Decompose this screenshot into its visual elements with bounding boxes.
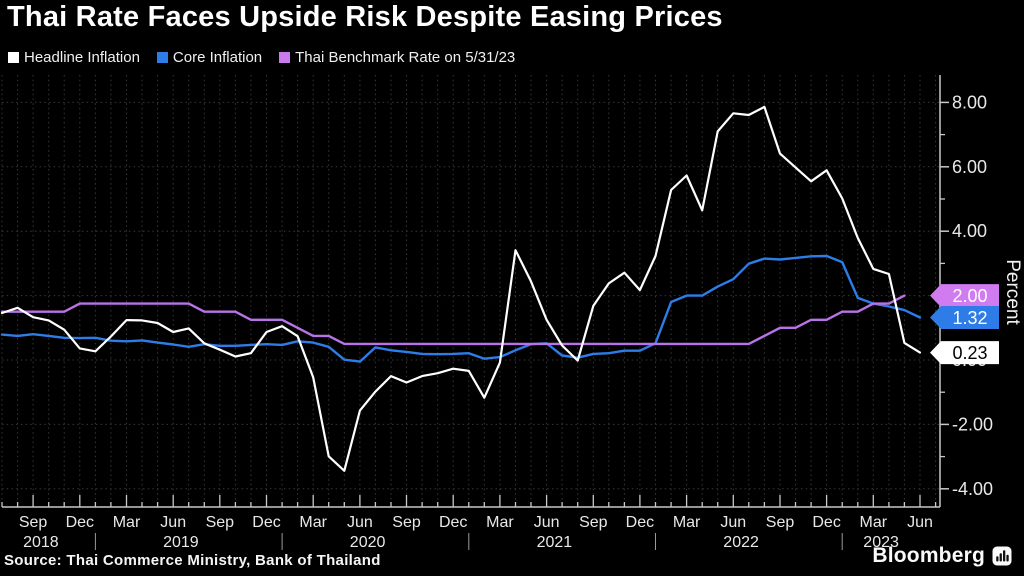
svg-text:Jun: Jun bbox=[347, 514, 373, 531]
svg-text:Dec: Dec bbox=[439, 514, 467, 531]
bloomberg-wordmark: Bloomberg bbox=[872, 544, 985, 567]
svg-text:Jun: Jun bbox=[160, 514, 186, 531]
svg-text:2019: 2019 bbox=[163, 534, 199, 551]
svg-text:Dec: Dec bbox=[252, 514, 280, 531]
svg-text:Jun: Jun bbox=[534, 514, 560, 531]
svg-text:Mar: Mar bbox=[113, 514, 141, 531]
svg-text:Mar: Mar bbox=[486, 514, 514, 531]
svg-text:Dec: Dec bbox=[626, 514, 654, 531]
svg-text:8.00: 8.00 bbox=[952, 92, 987, 112]
chart-legend: Headline Inflation Core Inflation Thai B… bbox=[8, 49, 515, 66]
svg-text:Sep: Sep bbox=[19, 514, 48, 531]
bloomberg-logo: Bloomberg bbox=[872, 544, 1012, 568]
svg-text:Sep: Sep bbox=[579, 514, 608, 531]
legend-item-headline-inflation: Headline Inflation bbox=[8, 49, 140, 66]
svg-text:Dec: Dec bbox=[66, 514, 94, 531]
legend-label: Core Inflation bbox=[172, 49, 263, 66]
bloomberg-terminal-icon bbox=[992, 546, 1012, 566]
svg-text:Dec: Dec bbox=[812, 514, 840, 531]
svg-text:2018: 2018 bbox=[23, 534, 59, 551]
page-title: Thai Rate Faces Upside Risk Despite Easi… bbox=[7, 1, 723, 33]
svg-text:2021: 2021 bbox=[537, 534, 573, 551]
legend-label: Headline Inflation bbox=[24, 49, 140, 66]
svg-text:Jun: Jun bbox=[907, 514, 933, 531]
svg-text:-4.00: -4.00 bbox=[952, 479, 993, 499]
legend-swatch-white-icon bbox=[8, 52, 19, 63]
source-note: Source: Thai Commerce Ministry, Bank of … bbox=[4, 552, 381, 569]
legend-item-core-inflation: Core Inflation bbox=[156, 49, 263, 66]
svg-text:2020: 2020 bbox=[350, 534, 386, 551]
svg-text:Mar: Mar bbox=[673, 514, 701, 531]
svg-text:Sep: Sep bbox=[392, 514, 421, 531]
legend-label: Thai Benchmark Rate on 5/31/23 bbox=[295, 49, 516, 66]
svg-text:1.32: 1.32 bbox=[952, 308, 987, 328]
svg-text:2.00: 2.00 bbox=[952, 286, 987, 306]
svg-text:2022: 2022 bbox=[723, 534, 759, 551]
svg-text:Jun: Jun bbox=[720, 514, 746, 531]
svg-text:-2.00: -2.00 bbox=[952, 414, 993, 434]
svg-text:0.23: 0.23 bbox=[952, 343, 987, 363]
legend-swatch-blue-icon bbox=[156, 52, 168, 63]
legend-item-benchmark-rate: Thai Benchmark Rate on 5/31/23 bbox=[279, 49, 515, 66]
svg-text:Percent: Percent bbox=[1002, 259, 1023, 325]
svg-text:Mar: Mar bbox=[299, 514, 327, 531]
svg-text:Sep: Sep bbox=[766, 514, 795, 531]
svg-text:6.00: 6.00 bbox=[952, 157, 987, 177]
svg-text:Mar: Mar bbox=[860, 514, 888, 531]
legend-swatch-purple-icon bbox=[279, 52, 291, 63]
svg-text:4.00: 4.00 bbox=[952, 221, 987, 241]
svg-text:2023: 2023 bbox=[863, 534, 899, 551]
svg-text:Sep: Sep bbox=[206, 514, 235, 531]
